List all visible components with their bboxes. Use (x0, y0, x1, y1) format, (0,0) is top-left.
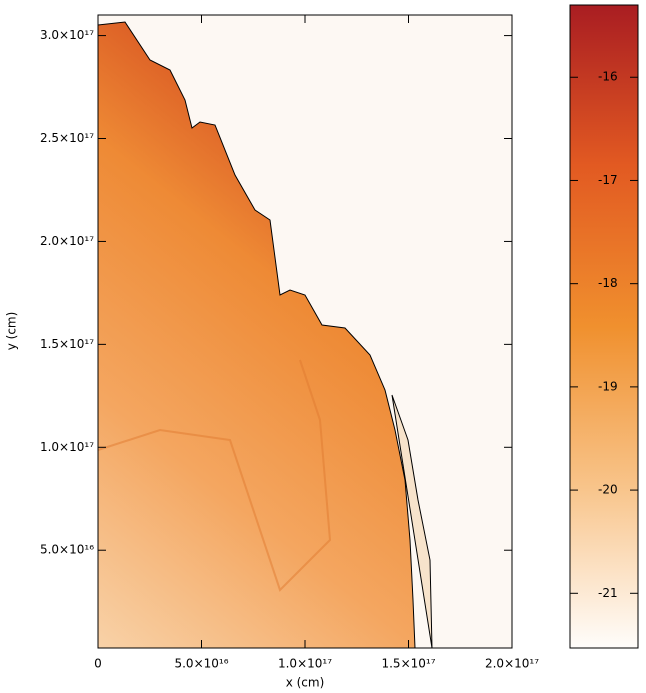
y-tick-label: 1.0×10¹⁷ (40, 440, 94, 454)
y-tick-label: 2.0×10¹⁷ (40, 234, 94, 248)
density-region (97, 21, 416, 649)
colorbar-label: -21 (598, 586, 618, 600)
y-tick-label: 3.0×10¹⁷ (40, 28, 94, 42)
y-tick-label: 5.0×10¹⁶ (40, 543, 94, 557)
colorbar-label: -16 (598, 70, 618, 84)
shell (391, 394, 433, 649)
colorbar-label: -20 (598, 483, 618, 497)
colorbar-label: -17 (598, 173, 618, 187)
structure (97, 359, 332, 592)
x-tick-label: 0 (94, 657, 102, 671)
x-tick-label: 1.0×10¹⁷ (278, 657, 332, 671)
colorbar-label: -19 (598, 379, 618, 393)
x-tick-label: 1.5×10¹⁷ (381, 657, 435, 671)
y-tick-label: 2.5×10¹⁷ (40, 131, 94, 145)
x-tick-label: 2.0×10¹⁷ (485, 657, 539, 671)
x-tick-label: 5.0×10¹⁶ (174, 657, 228, 671)
y-tick-label: 1.5×10¹⁷ (40, 337, 94, 351)
colorbar-label: -18 (598, 276, 618, 290)
x-axis-label: x (cm) (286, 676, 325, 690)
y-axis-label: y (cm) (5, 312, 19, 351)
colorbar (569, 4, 639, 649)
